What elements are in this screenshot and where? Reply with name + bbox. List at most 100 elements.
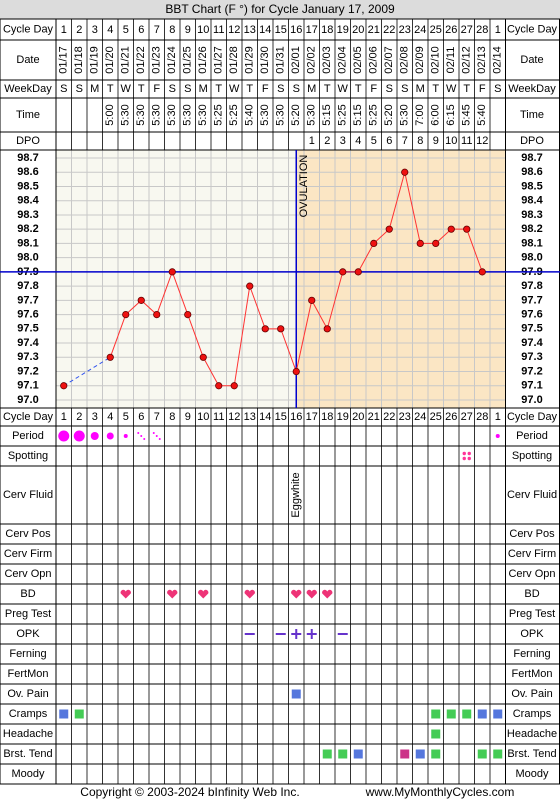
date: 02/06 <box>368 46 380 74</box>
weekday: S <box>60 83 67 95</box>
weekday: S <box>184 83 191 95</box>
row-label-right: Headache <box>507 728 557 740</box>
spotting-dot <box>467 456 471 461</box>
dpo: 4 <box>355 135 361 147</box>
time: 5:30 <box>166 104 178 125</box>
time: 5:45 <box>461 104 473 125</box>
y-tick-label: 97.6 <box>17 308 38 320</box>
temperature-point <box>354 268 362 276</box>
time: 5:30 <box>182 104 194 125</box>
symptom-square <box>477 749 487 759</box>
dpo: 7 <box>402 135 408 147</box>
row-label-right: Cycle Day <box>507 411 558 423</box>
y-tick-label: 97.8 <box>17 280 38 292</box>
weekday: F <box>370 83 377 95</box>
weekday: F <box>153 83 160 95</box>
period-spot <box>158 438 161 440</box>
weekday: S <box>401 83 408 95</box>
y-tick-label-right: 97.0 <box>521 394 542 406</box>
weekday: S <box>76 83 83 95</box>
symptom-square <box>431 729 441 739</box>
symptom-square <box>400 749 410 759</box>
cycle-day-mid: 11 <box>213 411 224 423</box>
time: 5:00 <box>104 104 116 125</box>
cycle-day-mid: 5 <box>123 411 129 423</box>
weekday: W <box>338 83 349 95</box>
dpo: 2 <box>324 135 330 147</box>
cycle-day: 1 <box>495 24 501 36</box>
row-label: Time <box>16 109 40 121</box>
y-tick-label-right: 98.6 <box>521 166 542 178</box>
cycle-day: 8 <box>169 24 175 36</box>
bd-heart <box>198 589 209 599</box>
symptom-square <box>353 749 363 759</box>
y-tick-label-right: 98.4 <box>521 195 543 207</box>
time: 5:15 <box>352 104 364 125</box>
gap-connector <box>63 356 111 387</box>
weekday: T <box>246 83 253 95</box>
temperature-point <box>416 239 424 248</box>
y-tick-label: 97.1 <box>17 380 38 392</box>
cycle-day: 19 <box>337 24 349 36</box>
y-tick-label: 98.2 <box>17 223 38 235</box>
date: 01/18 <box>73 46 85 74</box>
dpo: 3 <box>340 135 346 147</box>
weekday: T <box>463 83 470 95</box>
dpo: 8 <box>417 135 423 147</box>
weekday: S <box>293 83 300 95</box>
cycle-day: 3 <box>92 24 98 36</box>
date: 02/09 <box>414 46 426 74</box>
time: 5:25 <box>213 104 225 125</box>
weekday: M <box>416 83 425 95</box>
cycle-day-mid: 2 <box>76 411 82 423</box>
weekday: S <box>494 83 501 95</box>
date: 02/02 <box>306 46 318 74</box>
time: 6:15 <box>445 104 457 125</box>
period-spot <box>155 435 158 437</box>
temperature-point <box>230 382 238 390</box>
spotting-dot <box>462 451 466 456</box>
symptom-square <box>322 749 332 759</box>
row-label-right: Moody <box>515 768 549 780</box>
symptom-square <box>493 709 503 719</box>
title-bar <box>0 0 560 19</box>
date: 01/20 <box>104 46 116 74</box>
cycle-day: 15 <box>275 24 287 36</box>
cycle-day: 25 <box>430 24 442 36</box>
y-tick-label-right: 97.5 <box>521 323 542 335</box>
symptom-square <box>431 749 441 759</box>
dpo: 5 <box>371 135 377 147</box>
symptom-square <box>493 749 503 759</box>
date: 01/30 <box>259 46 271 74</box>
date: 01/27 <box>213 46 225 74</box>
symptom-square <box>477 709 487 719</box>
date: 02/08 <box>399 46 411 74</box>
cycle-day-mid: 16 <box>290 411 302 423</box>
y-tick-label: 97.4 <box>17 337 39 349</box>
cycle-day-mid: 8 <box>169 411 175 423</box>
date: 01/25 <box>182 46 194 74</box>
cycle-day-mid: 6 <box>138 411 144 423</box>
date: 02/07 <box>383 46 395 74</box>
cycle-day-mid: 3 <box>92 411 98 423</box>
bd-heart <box>322 589 333 599</box>
symptom-square <box>446 709 456 719</box>
row-label: DPO <box>16 135 40 147</box>
symptom-square <box>291 689 301 699</box>
time: 5:40 <box>244 104 256 125</box>
cycle-day: 24 <box>414 24 426 36</box>
cycle-day: 10 <box>197 24 209 36</box>
row-label-right: Preg Test <box>509 608 555 620</box>
cycle-day-mid: 24 <box>414 411 426 423</box>
cycle-day-mid: 14 <box>259 411 271 423</box>
y-tick-label: 98.7 <box>17 152 38 164</box>
dpo: 10 <box>445 135 457 147</box>
row-label: WeekDay <box>4 83 52 95</box>
y-tick-label-right: 97.1 <box>521 380 542 392</box>
row-label: Headache <box>3 728 53 740</box>
weekday: T <box>432 83 439 95</box>
bd-heart <box>306 589 317 599</box>
weekday: S <box>386 83 393 95</box>
row-label-right: BD <box>524 588 539 600</box>
cycle-day: 21 <box>368 24 380 36</box>
